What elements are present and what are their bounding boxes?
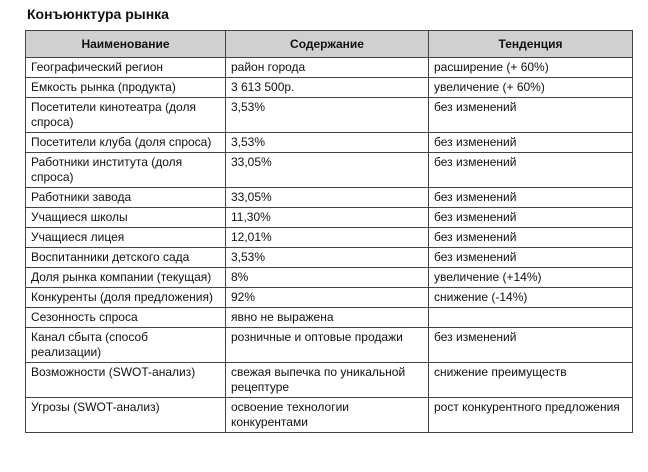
table-cell: увеличение (+14%) — [428, 267, 633, 288]
table-row: Воспитанники детского сада 3,53% без измен… — [25, 247, 633, 268]
table-cell: без изменений — [428, 227, 633, 248]
table-cell: Емкость рынка (продукта) — [25, 77, 226, 98]
table-row: Учащиеся школы 11,30% без изменений — [25, 207, 633, 228]
header-row: Наименование Содержание Тенденция — [25, 30, 633, 58]
table-cell: 3,53% — [225, 97, 429, 133]
table-row: Угрозы (SWOT-анализ) освоение технологии … — [25, 397, 633, 433]
table-cell: Работники завода — [25, 187, 226, 208]
table-row: Посетители кинотеатра (доля спроса) 3,53%… — [25, 97, 633, 133]
table-cell: 11,30% — [225, 207, 429, 228]
table-cell: 12,01% — [225, 227, 429, 248]
table-body: Географический регион район города расшире… — [25, 57, 633, 433]
table-cell — [428, 307, 633, 328]
table-cell: 3,53% — [225, 132, 429, 153]
table-cell: снижение преимуществ — [428, 362, 633, 398]
table-cell: Учащиеся школы — [25, 207, 226, 228]
table-row: Работники завода 33,05% без изменений — [25, 187, 633, 208]
table-row: Конкуренты (доля предложения) 92% снижение… — [25, 287, 633, 308]
table-cell: явно не выражена — [225, 307, 429, 328]
table-cell: розничные и оптовые продажи — [225, 327, 429, 363]
table-row: Сезонность спроса явно не выражена — [25, 307, 633, 328]
table-cell: Учащиеся лицея — [25, 227, 226, 248]
table-cell: без изменений — [428, 132, 633, 153]
table-cell: без изменений — [428, 152, 633, 188]
table-row: Работники института (доля спроса) 33,05% б… — [25, 152, 633, 188]
table-cell: 33,05% — [225, 187, 429, 208]
table-row: Учащиеся лицея 12,01% без изменений — [25, 227, 633, 248]
table-cell: рост конкурентного предложения — [428, 397, 633, 433]
table-row: Емкость рынка (продукта) 3 613 500р. увели… — [25, 77, 633, 98]
table-cell: Посетители кинотеатра (доля спроса) — [25, 97, 226, 133]
table-cell: Конкуренты (доля предложения) — [25, 287, 226, 308]
table-cell: без изменений — [428, 247, 633, 268]
column-header: Тенденция — [428, 30, 633, 58]
table-cell: без изменений — [428, 327, 633, 363]
table-cell: снижение (-14%) — [428, 287, 633, 308]
table-cell: 8% — [225, 267, 429, 288]
table-cell: Угрозы (SWOT-анализ) — [25, 397, 226, 433]
table-cell: Географический регион — [25, 57, 226, 78]
title: Конъюнктура рынка — [27, 6, 169, 22]
table-cell: район города — [225, 57, 429, 78]
column-header: Наименование — [25, 30, 226, 58]
column-header: Содержание — [225, 30, 429, 58]
table-cell: расширение (+ 60%) — [428, 57, 633, 78]
table-cell: Канал сбыта (способ реализации) — [25, 327, 226, 363]
table-cell: Доля рынка компании (текущая) — [25, 267, 226, 288]
table-cell: 92% — [225, 287, 429, 308]
table-cell: освоение технологии конкурентами — [225, 397, 429, 433]
table-cell: Сезонность спроса — [25, 307, 226, 328]
table-cell: Работники института (доля спроса) — [25, 152, 226, 188]
table-row: Возможности (SWOT-анализ) свежая выпечка … — [25, 362, 633, 398]
table-cell: 33,05% — [225, 152, 429, 188]
table-row: Канал сбыта (способ реализации) розничные… — [25, 327, 633, 363]
table-cell: 3,53% — [225, 247, 429, 268]
table-cell: увеличение (+ 60%) — [428, 77, 633, 98]
table-cell: свежая выпечка по уникальной рецептуре — [225, 362, 429, 398]
table-cell: без изменений — [428, 187, 633, 208]
table-cell: Воспитанники детского сада — [25, 247, 226, 268]
market-table: Наименование Содержание Тенденция Географи… — [25, 30, 633, 433]
table-cell: без изменений — [428, 97, 633, 133]
table-cell: Возможности (SWOT-анализ) — [25, 362, 226, 398]
table-cell: без изменений — [428, 207, 633, 228]
table-cell: Посетители клуба (доля спроса) — [25, 132, 226, 153]
table-row: Доля рынка компании (текущая) 8% увеличени… — [25, 267, 633, 288]
table-cell: 3 613 500р. — [225, 77, 429, 98]
table-row: Посетители клуба (доля спроса) 3,53% без и… — [25, 132, 633, 153]
table-row: Географический регион район города расшире… — [25, 57, 633, 78]
